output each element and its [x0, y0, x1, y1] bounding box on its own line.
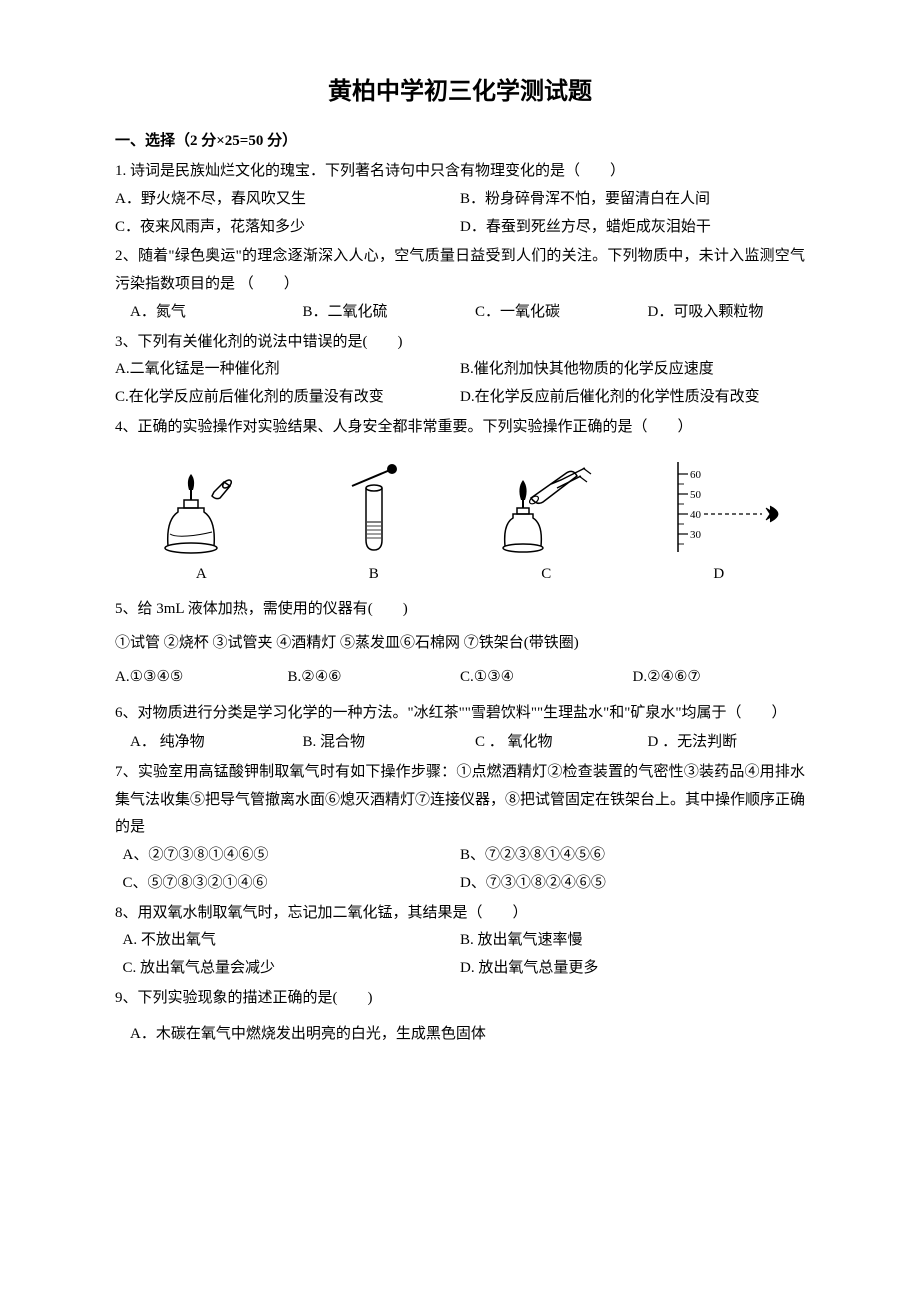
burner-tube-holder-icon [491, 460, 601, 555]
q2-option-d: D．可吸入颗粒物 [633, 299, 806, 327]
q4-label-b: B [288, 561, 461, 589]
question-4: 4、正确的实验操作对实验结果、人身安全都非常重要。下列实验操作正确的是（ ） A [115, 414, 805, 589]
q7-option-d: D、⑦③①⑧②④⑥⑤ [460, 870, 805, 898]
q4-label-a: A [115, 561, 288, 589]
q5-option-c: C.①③④ [460, 664, 633, 692]
question-7: 7、实验室用高锰酸钾制取氧气时有如下操作步骤：①点燃酒精灯②检查装置的气密性③装… [115, 759, 805, 898]
question-3: 3、下列有关催化剂的说法中错误的是( ) A.二氧化锰是一种催化剂 B.催化剂加… [115, 329, 805, 412]
q7-text: 7、实验室用高锰酸钾制取氧气时有如下操作步骤：①点燃酒精灯②检查装置的气密性③装… [115, 759, 805, 842]
q8-option-b: B. 放出氧气速率慢 [460, 927, 805, 955]
q4-figure-c: C [460, 460, 633, 589]
q5-option-b: B.②④⑥ [288, 664, 461, 692]
q4-label-c: C [460, 561, 633, 589]
q8-text: 8、用双氧水制取氧气时，忘记加二氧化锰，其结果是（ ） [115, 900, 805, 928]
question-5: 5、给 3mL 液体加热，需使用的仪器有( ) ①试管 ②烧杯 ③试管夹 ④酒精… [115, 596, 805, 691]
tick-50: 50 [690, 489, 702, 501]
tick-30: 30 [690, 529, 702, 541]
q5-text: 5、给 3mL 液体加热，需使用的仪器有( ) [115, 596, 805, 624]
q6-option-a: A． 纯净物 [115, 729, 288, 757]
section-1-header: 一、选择（2 分×25=50 分） [115, 128, 805, 156]
q4-figure-a: A [115, 470, 288, 589]
q1-text: 1. 诗词是民族灿烂文化的瑰宝．下列著名诗句中只含有物理变化的是（ ） [115, 158, 805, 186]
q2-option-c: C．一氧化碳 [460, 299, 633, 327]
graduated-cylinder-icon: 60 50 40 30 [654, 460, 784, 555]
q3-option-c: C.在化学反应前后催化剂的质量没有改变 [115, 384, 460, 412]
test-tube-heating-icon [334, 460, 414, 555]
q4-figure-b: B [288, 460, 461, 589]
q4-text: 4、正确的实验操作对实验结果、人身安全都非常重要。下列实验操作正确的是（ ） [115, 414, 805, 442]
q3-text: 3、下列有关催化剂的说法中错误的是( ) [115, 329, 805, 357]
tick-40: 40 [690, 509, 702, 521]
q4-label-d: D [633, 561, 806, 589]
q2-option-b: B．二氧化硫 [288, 299, 461, 327]
q5-option-d: D.②④⑥⑦ [633, 664, 806, 692]
q5-option-a: A.①③④⑤ [115, 664, 288, 692]
q7-option-a: A、②⑦③⑧①④⑥⑤ [115, 842, 460, 870]
q3-option-d: D.在化学反应前后催化剂的化学性质没有改变 [460, 384, 805, 412]
tick-60: 60 [690, 469, 702, 481]
exam-title: 黄柏中学初三化学测试题 [115, 70, 805, 114]
q6-option-c: C ． 氧化物 [460, 729, 633, 757]
q7-option-b: B、⑦②③⑧①④⑤⑥ [460, 842, 805, 870]
question-2: 2、随着"绿色奥运"的理念逐渐深入人心，空气质量日益受到人们的关注。下列物质中，… [115, 243, 805, 326]
q2-option-a: A．氮气 [115, 299, 288, 327]
q1-option-b: B．粉身碎骨浑不怕，要留清白在人间 [460, 186, 805, 214]
q3-option-a: A.二氧化锰是一种催化剂 [115, 356, 460, 384]
q6-option-d: D ．无法判断 [633, 729, 806, 757]
question-8: 8、用双氧水制取氧气时，忘记加二氧化锰，其结果是（ ） A. 不放出氧气 B. … [115, 900, 805, 983]
q4-figure-d: 60 50 40 30 D [633, 460, 806, 589]
q8-option-c: C. 放出氧气总量会减少 [115, 955, 460, 983]
q1-option-d: D．春蚕到死丝方尽，蜡炬成灰泪始干 [460, 214, 805, 242]
q3-option-b: B.催化剂加快其他物质的化学反应速度 [460, 356, 805, 384]
q8-option-a: A. 不放出氧气 [115, 927, 460, 955]
q1-option-a: A．野火烧不尽，春风吹又生 [115, 186, 460, 214]
q8-option-d: D. 放出氧气总量更多 [460, 955, 805, 983]
alcohol-lamp-icon [156, 470, 246, 555]
question-1: 1. 诗词是民族灿烂文化的瑰宝．下列著名诗句中只含有物理变化的是（ ） A．野火… [115, 158, 805, 241]
q6-text: 6、对物质进行分类是学习化学的一种方法。"冰红茶""雪碧饮料""生理盐水"和"矿… [115, 698, 805, 730]
question-9: 9、下列实验现象的描述正确的是( ) A．木碳在氧气中燃烧发出明亮的白光，生成黑… [115, 985, 805, 1049]
q9-text: 9、下列实验现象的描述正确的是( ) [115, 985, 805, 1013]
q9-option-a: A．木碳在氧气中燃烧发出明亮的白光，生成黑色固体 [115, 1021, 805, 1049]
q6-option-b: B. 混合物 [288, 729, 461, 757]
q7-option-c: C、⑤⑦⑧③②①④⑥ [115, 870, 460, 898]
q5-items: ①试管 ②烧杯 ③试管夹 ④酒精灯 ⑤蒸发皿⑥石棉网 ⑦铁架台(带铁圈) [115, 630, 805, 658]
question-6: 6、对物质进行分类是学习化学的一种方法。"冰红茶""雪碧饮料""生理盐水"和"矿… [115, 698, 805, 757]
q1-option-c: C．夜来风雨声，花落知多少 [115, 214, 460, 242]
q2-text: 2、随着"绿色奥运"的理念逐渐深入人心，空气质量日益受到人们的关注。下列物质中，… [115, 243, 805, 299]
q4-figures: A B [115, 460, 805, 589]
